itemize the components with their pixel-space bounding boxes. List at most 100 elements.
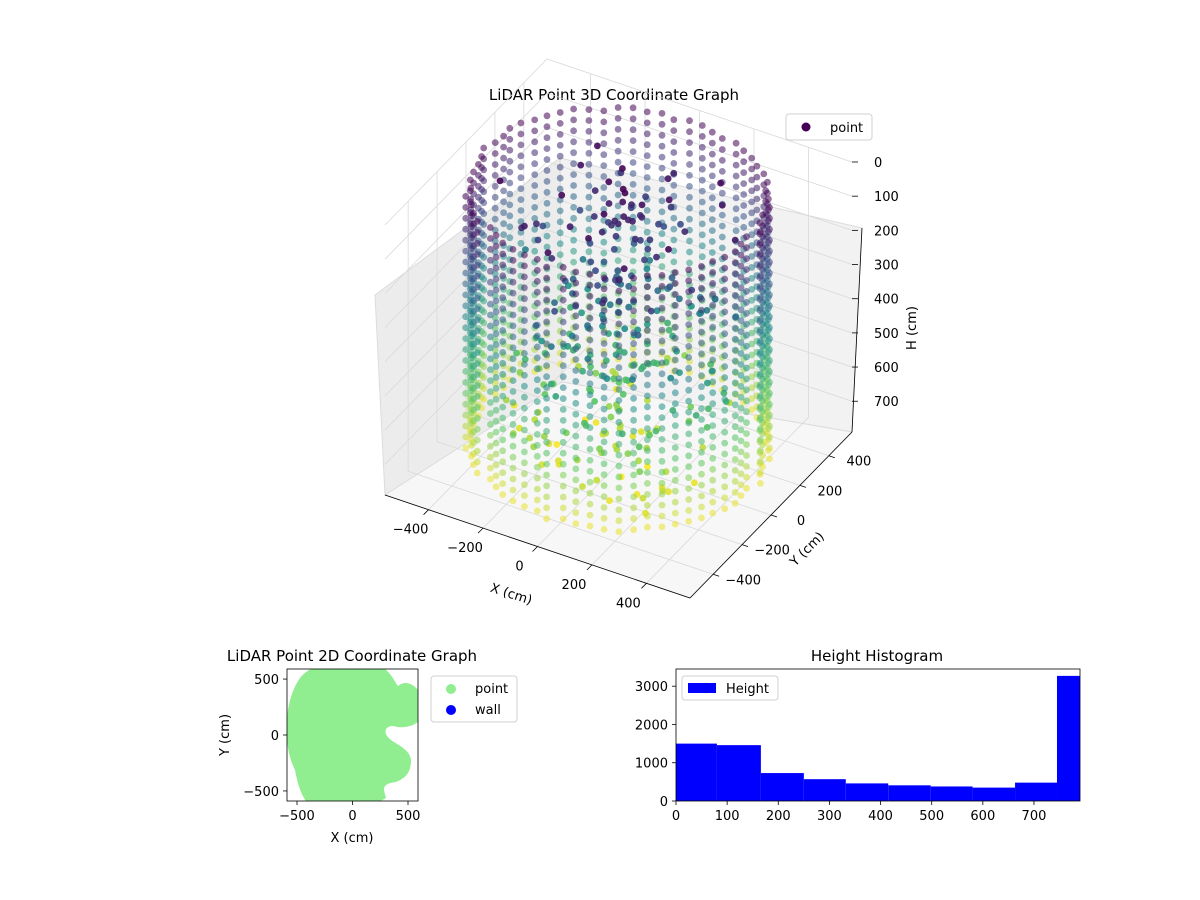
point-3d <box>748 209 756 217</box>
point-3d <box>491 182 499 190</box>
point-3d <box>513 349 520 357</box>
y-tick-label-histogram: 0 <box>660 795 668 810</box>
point-3d <box>615 309 623 317</box>
point-3d <box>473 371 481 378</box>
point-3d <box>600 162 608 170</box>
point-3d <box>614 158 622 166</box>
point-3d <box>709 433 717 440</box>
point-3d <box>658 370 666 378</box>
point-3d <box>698 143 706 151</box>
point-3d <box>737 437 745 445</box>
point-3d <box>586 369 594 377</box>
point-3d <box>572 443 580 451</box>
point-3d <box>731 456 739 463</box>
point-3d <box>462 389 470 397</box>
point-3d <box>757 315 764 323</box>
point-3d <box>686 259 693 267</box>
point-3d <box>766 400 773 408</box>
point-3d <box>658 479 666 487</box>
point-3d <box>644 337 651 345</box>
point-3d <box>492 385 500 392</box>
point-3d <box>570 214 577 222</box>
point-3d <box>757 294 764 301</box>
point-3d <box>709 498 717 506</box>
point-3d <box>570 247 577 255</box>
point-3d <box>671 312 679 320</box>
point-3d <box>757 359 764 367</box>
point-3d <box>757 250 764 258</box>
point-3d <box>743 397 750 405</box>
point-3d <box>685 430 693 438</box>
point-3d <box>556 240 564 248</box>
point-3d <box>570 193 577 200</box>
point-3d <box>521 361 528 368</box>
point-3d <box>757 392 764 400</box>
point-3d <box>462 379 470 386</box>
point-3d <box>698 165 706 173</box>
point-3d <box>533 409 541 416</box>
point-3d <box>630 362 637 369</box>
point-3d <box>670 181 678 189</box>
point-3d <box>671 487 679 495</box>
point-3d <box>509 421 517 428</box>
point-3d <box>572 487 580 495</box>
point-3d <box>521 350 528 357</box>
y-tick-label-3d: 0 <box>797 514 805 529</box>
point-3d <box>644 370 651 378</box>
point-3d <box>586 391 594 399</box>
point-3d <box>732 161 740 169</box>
point-3d <box>612 232 620 240</box>
point-3d <box>600 307 608 314</box>
point-3d <box>543 395 550 402</box>
point-3d <box>709 444 717 451</box>
point-3d <box>615 506 623 514</box>
point-3d <box>600 195 608 202</box>
point-3d <box>492 242 500 250</box>
point-3d <box>658 131 666 139</box>
point-3d <box>509 344 517 352</box>
point-3d <box>670 160 678 167</box>
point-cloud-3d <box>462 104 773 536</box>
point-3d <box>600 238 608 246</box>
point-3d <box>570 171 577 179</box>
x-tick-3d <box>586 564 593 571</box>
point-3d <box>630 482 637 490</box>
point-3d <box>605 178 613 186</box>
point-3d <box>731 499 739 507</box>
point-3d <box>521 306 528 314</box>
point-3d <box>543 307 550 315</box>
point-3d <box>615 528 623 536</box>
point-3d <box>629 170 637 177</box>
point-3d <box>731 445 739 452</box>
x-tick-label-3d: 400 <box>616 596 641 611</box>
point-3d <box>600 449 608 457</box>
point-3d <box>521 273 528 281</box>
point-3d <box>681 228 689 236</box>
point-3d <box>586 358 594 366</box>
point-3d <box>572 476 580 484</box>
point-3d <box>543 340 550 348</box>
point-3d <box>521 284 528 292</box>
point-3d <box>500 154 507 162</box>
point-3d <box>644 381 651 389</box>
point-3d <box>743 452 750 459</box>
legend-histogram-label: Height <box>726 682 769 697</box>
point-3d <box>579 256 587 263</box>
point-3d <box>638 214 646 221</box>
point-3d <box>499 381 507 389</box>
point-3d <box>615 495 623 503</box>
point-3d <box>462 346 470 353</box>
point-3d <box>521 481 528 489</box>
point-3d <box>578 309 585 317</box>
point-3d <box>470 209 477 217</box>
point-3d <box>473 403 481 411</box>
point-3d <box>492 297 500 305</box>
point-3d <box>572 312 580 320</box>
point-3d <box>473 239 481 247</box>
point-3d <box>644 316 651 323</box>
point-3d <box>556 185 564 193</box>
point-3d <box>731 390 739 398</box>
plot-frame-histogram <box>675 668 1081 802</box>
point-3d <box>743 463 750 470</box>
point-3d <box>708 183 716 191</box>
